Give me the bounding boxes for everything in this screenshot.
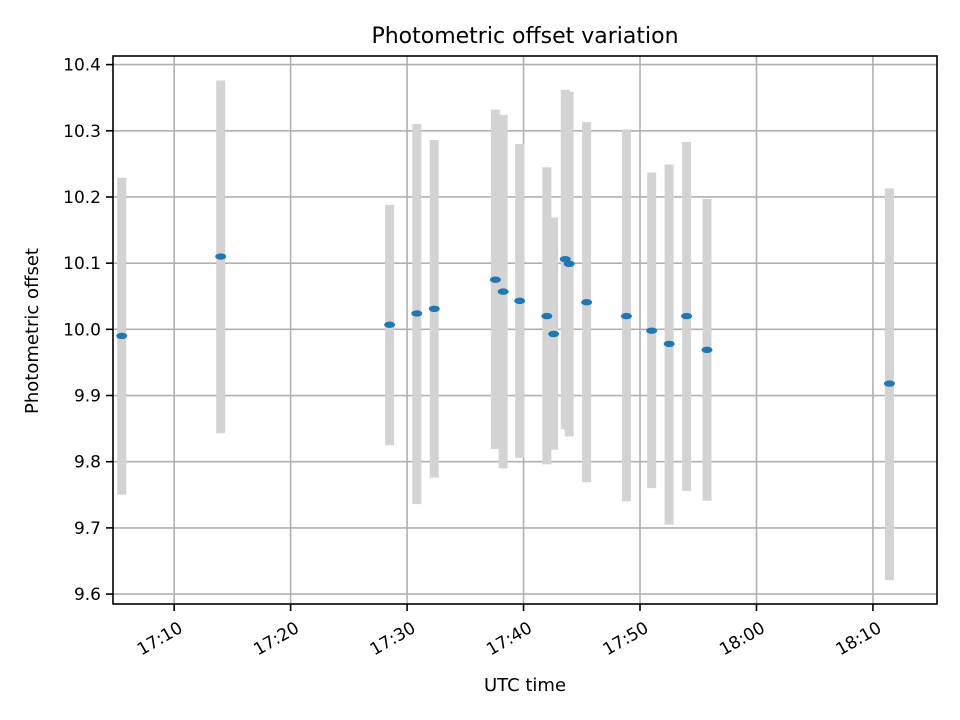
- x-tick-label: 17:10: [134, 618, 186, 660]
- data-point: [411, 310, 423, 317]
- data-point: [681, 312, 693, 320]
- y-tick-label: 10.4: [63, 56, 101, 76]
- y-tick-label: 9.6: [74, 585, 101, 605]
- x-tick-label: 17:40: [483, 618, 535, 660]
- x-tick-label: 18:10: [833, 618, 885, 660]
- data-point: [489, 276, 501, 283]
- data-point: [116, 332, 128, 340]
- y-axis-label: Photometric offset: [22, 248, 43, 414]
- y-tick-label: 9.8: [74, 453, 101, 473]
- data-point: [701, 346, 713, 354]
- data-point: [620, 312, 632, 320]
- data-point: [541, 312, 553, 320]
- errorbar-layer: [117, 80, 894, 581]
- data-point: [663, 340, 675, 348]
- chart-title: Photometric offset variation: [371, 24, 678, 49]
- x-tick-label: 17:50: [600, 618, 652, 660]
- data-point: [548, 330, 560, 338]
- y-tick-label: 10.2: [63, 188, 101, 208]
- x-tick-label: 17:20: [250, 618, 302, 660]
- data-point: [384, 321, 396, 328]
- y-tick-label: 9.7: [74, 519, 101, 539]
- x-tick-label: 18:00: [716, 618, 768, 660]
- point-layer: [116, 253, 895, 387]
- grid-layer: [113, 56, 937, 604]
- y-tick-label: 10.0: [63, 320, 101, 340]
- data-point: [581, 299, 593, 306]
- data-point: [563, 260, 575, 268]
- data-point: [883, 380, 895, 387]
- data-point: [514, 297, 526, 305]
- x-tick-label: 17:30: [367, 618, 419, 660]
- x-axis-label: UTC time: [484, 675, 566, 696]
- y-tick-label: 9.9: [74, 387, 101, 407]
- data-point: [215, 253, 227, 260]
- tick-layer: 17:10 17:20 17:30 17:40 17:50 18:00 18:10 9.6 9.…: [63, 56, 885, 660]
- y-tick-label: 10.3: [63, 122, 101, 142]
- data-point: [646, 327, 658, 334]
- data-point: [428, 305, 440, 313]
- data-point: [497, 288, 509, 295]
- y-tick-label: 10.1: [63, 254, 101, 274]
